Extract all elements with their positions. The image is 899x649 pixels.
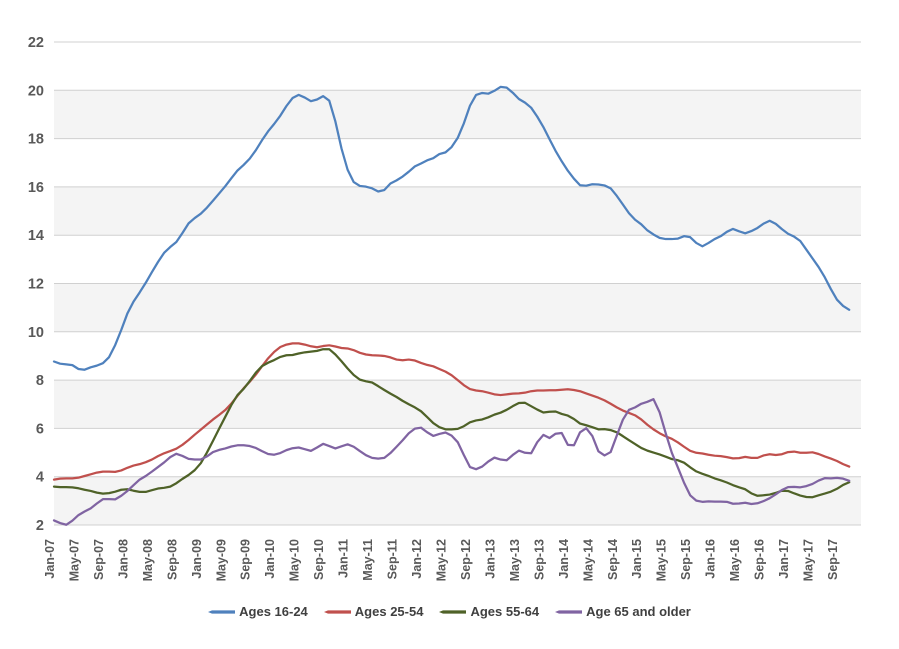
svg-text:2: 2 [36, 518, 44, 534]
svg-text:May-09: May-09 [214, 539, 228, 581]
svg-text:Jan-15: Jan-15 [630, 539, 644, 579]
svg-text:Sep-11: Sep-11 [386, 539, 400, 579]
svg-text:May-15: May-15 [655, 539, 669, 581]
svg-text:May-10: May-10 [288, 539, 302, 581]
svg-text:Sep-10: Sep-10 [312, 539, 326, 580]
svg-text:12: 12 [28, 277, 44, 293]
svg-text:Jan-10: Jan-10 [263, 539, 277, 579]
svg-text:20: 20 [28, 83, 44, 99]
svg-text:May-16: May-16 [728, 539, 742, 581]
svg-text:Jan-17: Jan-17 [777, 539, 791, 579]
svg-text:Sep-12: Sep-12 [459, 539, 473, 580]
svg-text:22: 22 [28, 35, 44, 51]
svg-text:Sep-13: Sep-13 [532, 539, 546, 580]
svg-text:4: 4 [36, 470, 44, 486]
svg-text:Jan-11: Jan-11 [337, 539, 351, 578]
svg-text:Sep-17: Sep-17 [826, 539, 840, 580]
svg-text:Sep-14: Sep-14 [606, 539, 620, 580]
svg-text:May-11: May-11 [361, 539, 375, 581]
svg-text:Jan-16: Jan-16 [704, 539, 718, 579]
svg-text:Sep-08: Sep-08 [165, 539, 179, 580]
svg-text:May-14: May-14 [581, 539, 595, 581]
svg-text:Jan-09: Jan-09 [190, 539, 204, 579]
svg-text:Sep-09: Sep-09 [239, 539, 253, 580]
svg-text:May-12: May-12 [434, 539, 448, 581]
svg-text:8: 8 [36, 373, 44, 389]
svg-text:Jan-12: Jan-12 [410, 539, 424, 579]
svg-text:Sep-15: Sep-15 [679, 539, 693, 580]
svg-text:May-08: May-08 [141, 539, 155, 581]
svg-text:Jan-08: Jan-08 [116, 539, 130, 579]
svg-text:Sep-07: Sep-07 [92, 539, 106, 580]
svg-text:May-13: May-13 [508, 539, 522, 581]
svg-text:Sep-16: Sep-16 [753, 539, 767, 580]
svg-text:Jan-13: Jan-13 [483, 539, 497, 579]
svg-text:May-07: May-07 [67, 539, 81, 581]
svg-text:Jan-07: Jan-07 [43, 539, 57, 579]
svg-text:6: 6 [36, 421, 44, 437]
svg-text:10: 10 [28, 325, 44, 341]
svg-text:16: 16 [28, 180, 44, 196]
svg-text:May-17: May-17 [802, 539, 816, 581]
svg-text:18: 18 [28, 132, 44, 148]
svg-text:Jan-14: Jan-14 [557, 539, 571, 579]
svg-text:14: 14 [28, 228, 44, 244]
